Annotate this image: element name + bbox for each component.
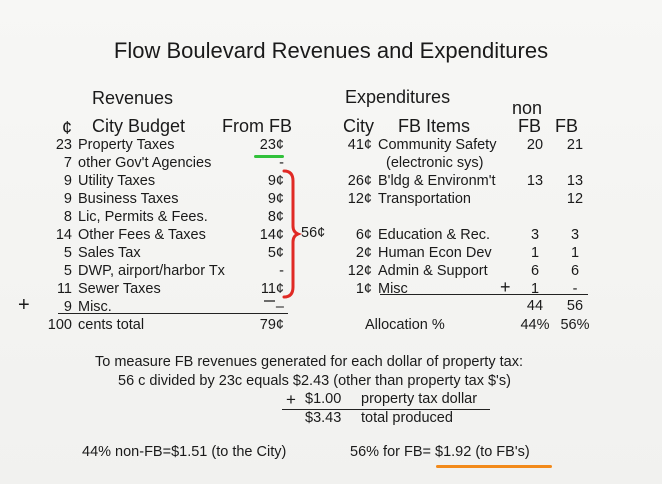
expenditure-row-nonfb: 13 [526, 173, 544, 189]
allocation-label: Allocation % [365, 317, 445, 333]
expenditure-row-city: 26¢ [347, 173, 372, 189]
expenditures-sum-line [380, 294, 588, 296]
revenues-total-label: cents total [78, 317, 145, 333]
revenue-row-cents: 11 [56, 281, 72, 297]
revenues-plus-sign: + [18, 294, 30, 316]
allocation-nonfb: 44% [520, 317, 550, 333]
revenues-col-from-fb: From FB [222, 116, 292, 136]
revenue-row-cents: 5 [63, 245, 72, 261]
expenditures-col-fb-items: FB Items [398, 116, 471, 136]
calc-line-1: To measure FB revenues generated for eac… [95, 354, 523, 370]
revenue-row-cents: 8 [63, 209, 72, 225]
summary-highlight [436, 465, 552, 468]
calc-add-value: $1.00 [305, 391, 342, 407]
revenue-row-fb: - [279, 155, 284, 171]
revenue-row-fb: 9¢ [267, 173, 284, 189]
calc-sum-line [282, 409, 490, 411]
calc-total-label: total produced [361, 410, 453, 426]
expenditures-col-fb: FB [555, 116, 579, 136]
revenue-row-item: Property Taxes [78, 137, 175, 153]
revenue-row-fb: 9¢ [267, 191, 284, 207]
expenditure-row-item: B'ldg & Environm't [378, 173, 496, 189]
expenditures-sum-nonfb: 44 [526, 298, 544, 314]
revenues-total-cents: 100 [47, 317, 72, 333]
bracket-total: 56¢ [301, 225, 326, 241]
revenues-sum-line [58, 313, 288, 315]
expenditure-row-fb: 6 [570, 263, 580, 279]
red-bracket [282, 169, 303, 299]
revenue-row-cents: 9 [63, 299, 72, 315]
revenues-heading: Revenues [92, 88, 174, 108]
revenue-row-cents: 9 [63, 173, 72, 189]
revenue-row-item: Utility Taxes [78, 173, 156, 189]
summary-left: 44% non-FB=$1.51 (to the City) [82, 444, 287, 460]
expenditure-row-item: Misc [378, 281, 408, 297]
expenditure-row-item: Human Econ Dev [378, 245, 492, 261]
expenditure-row-city: 6¢ [355, 227, 372, 243]
expenditure-row-fb: 1 [570, 245, 580, 261]
property-tax-highlight [254, 155, 284, 158]
expenditures-sum-fb: 56 [566, 298, 584, 314]
expenditure-row-city: 2¢ [355, 245, 372, 261]
revenues-col-city-budget: City Budget [92, 116, 186, 136]
expenditure-row-nonfb: 1 [530, 245, 540, 261]
revenue-row-item: Sewer Taxes [78, 281, 161, 297]
expenditures-col-nonfb-top: non [512, 98, 543, 118]
calc-add-label: property tax dollar [361, 391, 478, 407]
revenue-row-cents: 23 [55, 137, 72, 153]
expenditure-row-nonfb: 20 [526, 137, 544, 153]
calc-line-2: 56 c divided by 23c equals $2.43 (other … [118, 373, 511, 389]
revenue-row-cents: 14 [55, 227, 72, 243]
expenditures-heading: Expenditures [345, 87, 451, 107]
revenue-row-fb: 11¢ [260, 281, 284, 297]
revenue-row-item: Misc. [78, 299, 112, 315]
revenues-col-cents: ¢ [62, 118, 73, 138]
revenue-row-fb: 14¢ [259, 227, 284, 243]
revenue-row-cents: 7 [63, 155, 72, 171]
summary-right: 56% for FB= $1.92 (to FB's) [350, 444, 530, 460]
revenue-row-fb: 23¢ [259, 137, 284, 153]
expenditures-col-city: City [343, 116, 374, 136]
revenue-row-item: Other Fees & Taxes [78, 227, 206, 243]
revenue-row-item: Business Taxes [78, 191, 179, 207]
revenue-row-cents: 9 [63, 191, 72, 207]
expenditure-row-item: Transportation [378, 191, 471, 207]
expenditure-row-city: 41¢ [347, 137, 372, 153]
revenues-total-fb: 79¢ [259, 317, 284, 333]
expenditure-row-item: Community Safety [378, 137, 497, 153]
calc-plus-sign: + [286, 390, 296, 409]
expenditure-row-item: (electronic sys) [386, 155, 484, 171]
revenue-row-cents: 5 [63, 263, 72, 279]
expenditure-row-city: 1¢ [355, 281, 372, 297]
expenditure-row-fb: 12 [566, 191, 584, 207]
revenue-row-item: other Gov't Agencies [78, 155, 212, 171]
revenue-row-item: Sales Tax [78, 245, 141, 261]
expenditure-row-nonfb: 3 [530, 227, 540, 243]
expenditure-row-fb: 13 [566, 173, 584, 189]
page-title: Flow Boulevard Revenues and Expenditures [113, 38, 549, 63]
expenditure-row-fb: 3 [570, 227, 580, 243]
revenue-row-item: Lic, Permits & Fees. [78, 209, 208, 225]
expenditure-row-fb: - [572, 281, 578, 297]
expenditure-row-item: Education & Rec. [378, 227, 491, 243]
expenditure-row-nonfb: 6 [530, 263, 540, 279]
expenditure-row-city: 12¢ [347, 263, 372, 279]
expenditure-row-city: 12¢ [347, 191, 372, 207]
expenditure-row-fb: 21 [566, 137, 584, 153]
expenditure-row-item: Admin & Support [378, 263, 488, 279]
expenditures-col-nonfb: FB [518, 116, 542, 136]
revenue-row-fb: - [279, 263, 284, 279]
revenue-row-fb: – [275, 299, 284, 315]
allocation-fb: 56% [560, 317, 590, 333]
expenditure-row-nonfb: 1 [530, 281, 540, 297]
expenditures-plus-sign: + [500, 277, 511, 297]
revenue-row-fb: 5¢ [267, 245, 284, 261]
revenue-row-fb: 8¢ [267, 209, 284, 225]
revenue-row-item: DWP, airport/harbor Tx [78, 263, 225, 279]
calc-total-value: $3.43 [305, 410, 342, 426]
